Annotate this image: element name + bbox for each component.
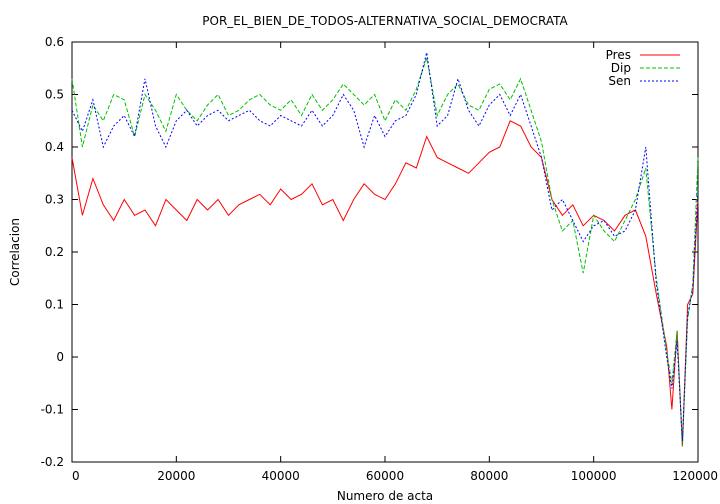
plot-frame [71,41,699,463]
legend-label-dip: Dip [611,61,631,75]
x-tick-label: 0 [72,469,80,483]
x-axis-label: Numero de acta [337,489,433,503]
series-layer [71,52,699,447]
y-tick-label: -0.2 [41,455,64,469]
y-tick-label: 0.1 [45,298,64,312]
x-tick-label: 20000 [157,469,195,483]
y-tick-label: 0 [56,350,64,364]
series-line-sen [71,52,699,442]
y-tick-label: -0.1 [41,403,64,417]
axis-ticks: -0.2 -0.1 0 0.1 0.2 0.3 0.4 0.5 0.6 0 20000 40000 60… [41,35,718,483]
y-tick-label: 0.6 [45,35,64,49]
y-axis-label: Correlacion [8,218,22,286]
x-tick-label: 60000 [366,469,404,483]
x-tick-label: 80000 [470,469,508,483]
series-line-pres [71,120,699,447]
y-tick-label: 0.3 [45,193,64,207]
legend-label-sen: Sen [608,74,631,88]
x-tick-label: 120000 [672,469,718,483]
chart-title: POR_EL_BIEN_DE_TODOS-ALTERNATIVA_SOCIAL_… [202,14,568,28]
x-tick-label: 40000 [262,469,300,483]
series-line-dip [71,57,699,447]
y-tick-label: 0.4 [45,140,64,154]
x-tick-label: 100000 [571,469,617,483]
y-tick-label: 0.5 [45,88,64,102]
y-tick-label: 0.2 [45,245,64,259]
legend-label-pres: Pres [606,48,631,62]
